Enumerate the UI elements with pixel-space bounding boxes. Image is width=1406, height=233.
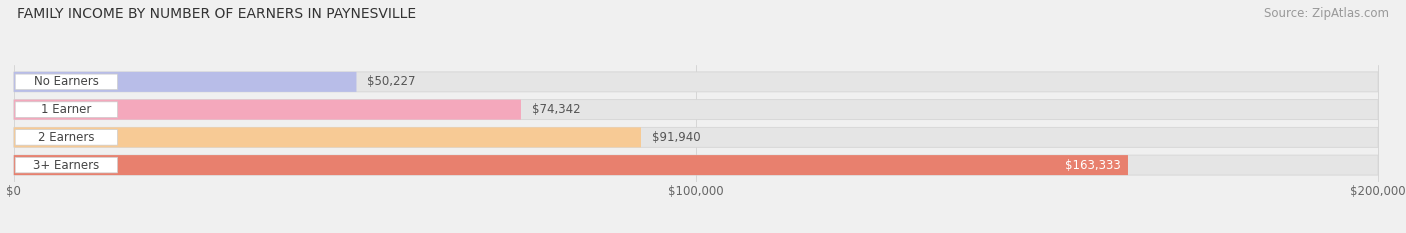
FancyBboxPatch shape bbox=[14, 72, 357, 92]
Text: 3+ Earners: 3+ Earners bbox=[34, 159, 100, 171]
FancyBboxPatch shape bbox=[14, 155, 1128, 175]
FancyBboxPatch shape bbox=[15, 157, 118, 173]
FancyBboxPatch shape bbox=[14, 100, 1378, 120]
FancyBboxPatch shape bbox=[14, 127, 1378, 147]
FancyBboxPatch shape bbox=[15, 130, 118, 145]
Text: $91,940: $91,940 bbox=[652, 131, 700, 144]
FancyBboxPatch shape bbox=[14, 155, 1378, 175]
Text: No Earners: No Earners bbox=[34, 75, 98, 88]
Text: FAMILY INCOME BY NUMBER OF EARNERS IN PAYNESVILLE: FAMILY INCOME BY NUMBER OF EARNERS IN PA… bbox=[17, 7, 416, 21]
Text: $74,342: $74,342 bbox=[531, 103, 581, 116]
Text: $50,227: $50,227 bbox=[367, 75, 416, 88]
FancyBboxPatch shape bbox=[15, 74, 118, 90]
Text: 1 Earner: 1 Earner bbox=[41, 103, 91, 116]
Text: Source: ZipAtlas.com: Source: ZipAtlas.com bbox=[1264, 7, 1389, 20]
FancyBboxPatch shape bbox=[14, 100, 522, 120]
FancyBboxPatch shape bbox=[15, 102, 118, 117]
Text: $163,333: $163,333 bbox=[1066, 159, 1121, 171]
Text: 2 Earners: 2 Earners bbox=[38, 131, 94, 144]
FancyBboxPatch shape bbox=[14, 72, 1378, 92]
FancyBboxPatch shape bbox=[14, 127, 641, 147]
